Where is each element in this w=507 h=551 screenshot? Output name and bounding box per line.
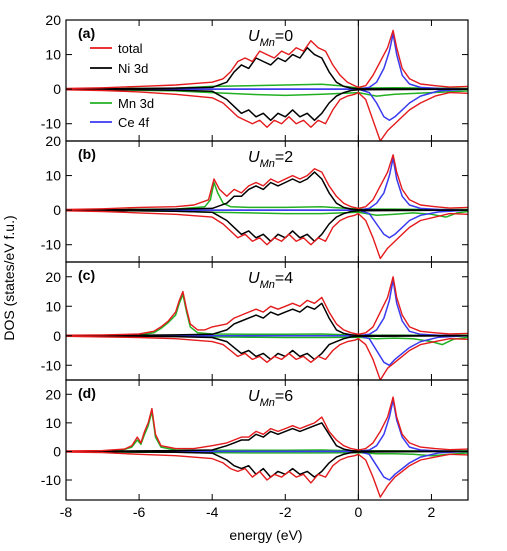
x-tick-label: 2 — [428, 504, 436, 520]
x-tick-label: -8 — [60, 504, 73, 520]
panel-label: (d) — [78, 385, 96, 401]
series-ce-4f-down — [66, 209, 468, 239]
series-mn-3d-up — [66, 181, 468, 211]
series-ce-4f-down — [66, 450, 468, 481]
u-label: UMn=6 — [248, 388, 293, 409]
series-total-down — [66, 89, 468, 141]
panel-label: (b) — [78, 146, 96, 162]
u-label-subscript: Mn — [260, 397, 275, 409]
u-label-prefix: U — [248, 149, 260, 166]
y-tick-label: 20 — [45, 133, 61, 149]
series-total-up — [66, 396, 468, 452]
series-ni-3d-up — [66, 46, 468, 90]
panel-label: (a) — [78, 25, 95, 41]
u-label-value: =0 — [275, 28, 293, 45]
y-axis-title: DOS (states/eV f.u.) — [1, 215, 17, 340]
y-tick-label: 10 — [45, 415, 61, 431]
series-ce-4f-up — [66, 157, 468, 211]
series-total-up — [66, 154, 468, 211]
series-ni-3d-up — [66, 171, 468, 211]
series-total-down — [66, 335, 468, 380]
series-ni-3d-down — [66, 88, 468, 122]
series-ni-3d-down — [66, 335, 468, 361]
y-tick-label: 10 — [45, 47, 61, 63]
series-ni-3d-down — [66, 450, 468, 478]
y-tick-label: -10 — [41, 116, 61, 132]
x-axis-title: energy (eV) — [229, 527, 302, 543]
panel-frame — [65, 379, 469, 501]
u-label-value: =2 — [275, 149, 293, 166]
legend-label-ce-4f: Ce 4f — [118, 115, 149, 130]
panel-b: 20 10 0 -10 (b) UMn=2 — [41, 133, 469, 263]
u-label-subscript: Mn — [260, 37, 275, 49]
x-axis: -8 -6 -4 -2 0 2 — [60, 504, 436, 520]
series-total-up — [66, 29, 468, 90]
x-tick-label: -4 — [206, 504, 219, 520]
y-tick-label: 20 — [45, 12, 61, 28]
series-group — [66, 276, 468, 380]
legend-label-ni-3d: Ni 3d — [118, 61, 148, 76]
u-label-subscript: Mn — [260, 158, 275, 170]
x-tick-label: -6 — [133, 504, 146, 520]
x-tick-label: 0 — [354, 504, 362, 520]
y-tick-label: -10 — [41, 237, 61, 253]
u-label-value: =4 — [275, 270, 293, 287]
series-mn-3d-down — [66, 88, 468, 97]
y-tick-label: 10 — [45, 168, 61, 184]
y-tick-label: 0 — [53, 202, 61, 218]
series-group — [66, 29, 468, 141]
panel-a: 20 10 0 -10 (a) UMn=0 total Ni 3d Mn 3d Ce 4f — [41, 12, 469, 142]
u-label-subscript: Mn — [260, 279, 275, 291]
x-tick-label: -2 — [279, 504, 292, 520]
y-tick-label: -10 — [41, 357, 61, 373]
u-label-prefix: U — [248, 28, 260, 45]
series-total-down — [66, 210, 468, 260]
u-label: UMn=0 — [248, 28, 293, 49]
u-label-value: =6 — [275, 388, 293, 405]
series-group — [66, 154, 468, 260]
series-ni-3d-down — [66, 209, 468, 243]
u-label: UMn=2 — [248, 149, 293, 170]
series-total-up — [66, 276, 468, 336]
series-ce-4f-down — [66, 335, 468, 367]
y-tick-label: 20 — [45, 269, 61, 285]
legend-label-total: total — [118, 41, 143, 56]
series-total-down — [66, 451, 468, 498]
y-tick-label: 0 — [53, 443, 61, 459]
series-group — [66, 396, 468, 498]
y-tick-label: 20 — [45, 386, 61, 402]
panel-d: 20 10 0 -10 (d) UMn=6 — [41, 379, 469, 501]
legend: total Ni 3d Mn 3d Ce 4f — [90, 41, 154, 130]
u-label-prefix: U — [248, 270, 260, 287]
series-ni-3d-up — [66, 302, 468, 337]
panel-label: (c) — [78, 267, 95, 283]
series-ni-3d-up — [66, 422, 468, 453]
u-label-prefix: U — [248, 388, 260, 405]
u-label: UMn=4 — [248, 270, 293, 291]
panel-c: 20 10 0 -10 (c) UMn=4 — [41, 261, 469, 381]
y-tick-label: 0 — [53, 81, 61, 97]
series-ce-4f-down — [66, 88, 468, 122]
y-tick-label: 10 — [45, 298, 61, 314]
legend-label-mn-3d: Mn 3d — [118, 96, 154, 111]
y-tick-label: 0 — [53, 328, 61, 344]
y-tick-label: -10 — [41, 472, 61, 488]
